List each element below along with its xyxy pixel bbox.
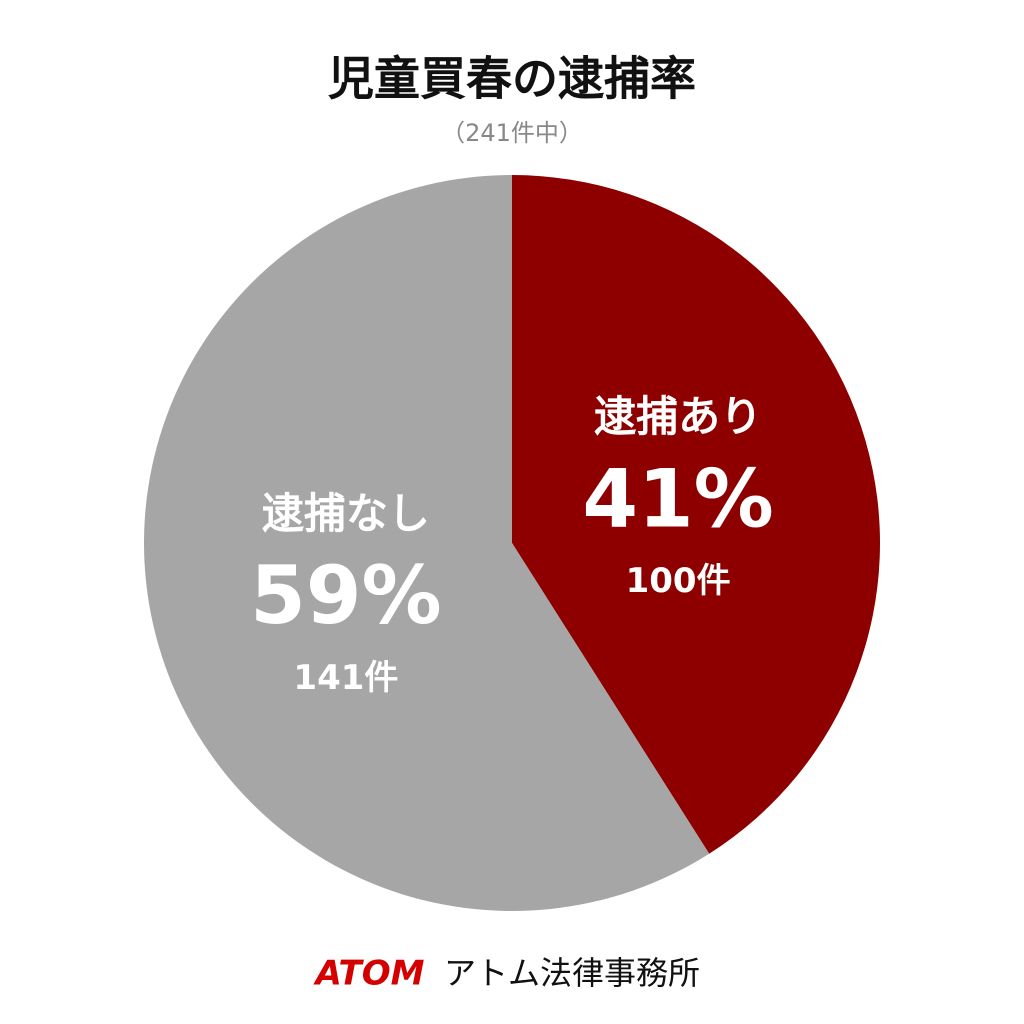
slice-count-label: 141件 — [293, 658, 398, 698]
slice-category-label: 逮捕あり — [594, 392, 762, 441]
footer-name: アトム法律事務所 — [444, 954, 700, 992]
slice-value-label: 41% — [582, 453, 773, 546]
pie-slice — [512, 175, 880, 854]
slice-category-label: 逮捕なし — [262, 489, 430, 538]
footer: ATOM アトム法律事務所 — [313, 954, 701, 994]
chart-title: 児童買春の逮捕率 — [328, 52, 696, 106]
pie-slice — [143, 175, 710, 911]
footer-brand: ATOM — [313, 954, 425, 994]
slice-count-label: 100件 — [626, 561, 731, 601]
chart-subtitle: （241件中） — [441, 119, 583, 147]
slice-value-label: 59% — [250, 549, 441, 642]
